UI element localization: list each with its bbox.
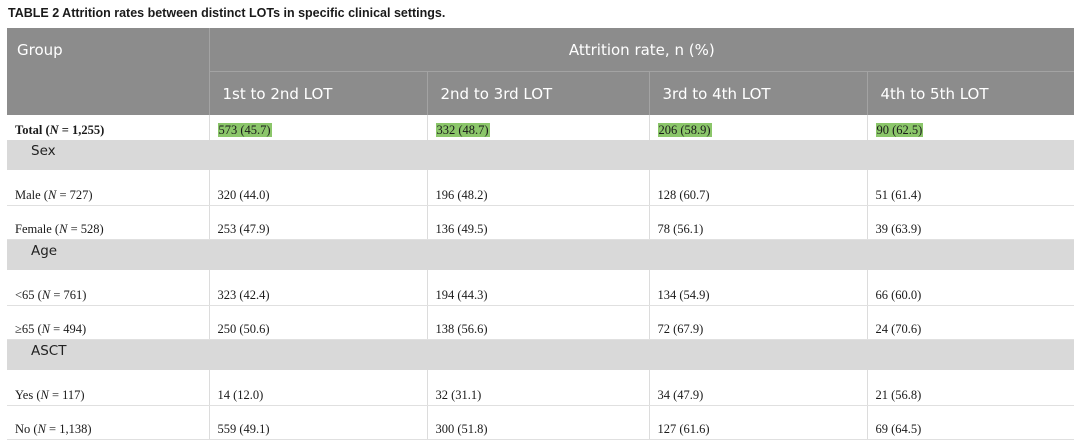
table-cell: 66 (60.0) — [866, 270, 1075, 306]
section-header-asct: ASCT — [7, 339, 1075, 370]
table-cell: 320 (44.0) — [208, 170, 427, 206]
table-row: Yes (N = 117) 14 (12.0) 32 (31.1) 34 (47… — [7, 370, 1075, 406]
row-label: Yes (N = 117) — [7, 370, 209, 406]
table-cell: 72 (67.9) — [648, 305, 867, 340]
table-cell: 206 (58.9) — [648, 115, 867, 140]
column-header-1st-2nd: 1st to 2nd LOT — [208, 71, 427, 115]
table-cell: 573 (45.7) — [208, 115, 427, 140]
highlighted-value: 90 (62.5) — [875, 123, 924, 137]
section-header-sex: Sex — [7, 140, 1075, 170]
row-label: Male (N = 727) — [7, 170, 209, 206]
table-cell: 69 (64.5) — [866, 405, 1075, 440]
table-cell: 250 (50.6) — [208, 305, 427, 340]
section-title: ASCT — [7, 339, 1075, 370]
table-row: ≥65 (N = 494) 250 (50.6) 138 (56.6) 72 (… — [7, 305, 1075, 340]
highlighted-value: 332 (48.7) — [435, 123, 490, 137]
table-cell: 51 (61.4) — [866, 170, 1075, 206]
table-cell: 39 (63.9) — [866, 205, 1075, 240]
table-caption: TABLE 2 Attrition rates between distinct… — [8, 6, 446, 20]
table-cell: 14 (12.0) — [208, 370, 427, 406]
total-row: Total (N = 1,255) 573 (45.7) 332 (48.7) … — [7, 115, 1075, 140]
column-header-2nd-3rd: 2nd to 3rd LOT — [426, 71, 649, 115]
table-cell: 134 (54.9) — [648, 270, 867, 306]
column-header-3rd-4th: 3rd to 4th LOT — [648, 71, 867, 115]
row-label: Female (N = 528) — [7, 205, 209, 240]
table-header: Group Attrition rate, n (%) 1st to 2nd L… — [7, 28, 1075, 115]
table-cell: 300 (51.8) — [426, 405, 649, 440]
table-cell: 32 (31.1) — [426, 370, 649, 406]
table-cell: 24 (70.6) — [866, 305, 1075, 340]
highlighted-value: 206 (58.9) — [657, 123, 712, 137]
section-title: Age — [7, 239, 1075, 270]
table-cell: 90 (62.5) — [866, 115, 1075, 140]
table-row: No (N = 1,138) 559 (49.1) 300 (51.8) 127… — [7, 405, 1075, 440]
table-row: Female (N = 528) 253 (47.9) 136 (49.5) 7… — [7, 205, 1075, 240]
table-row: <65 (N = 761) 323 (42.4) 194 (44.3) 134 … — [7, 270, 1075, 306]
table-cell: 196 (48.2) — [426, 170, 649, 206]
column-header-4th-5th: 4th to 5th LOT — [866, 71, 1075, 115]
table-cell: 136 (49.5) — [426, 205, 649, 240]
table-cell: 78 (56.1) — [648, 205, 867, 240]
table-cell: 253 (47.9) — [208, 205, 427, 240]
table-cell: 332 (48.7) — [426, 115, 649, 140]
group-column-header: Group — [7, 28, 209, 115]
attrition-table: Group Attrition rate, n (%) 1st to 2nd L… — [7, 28, 1075, 440]
table-cell: 138 (56.6) — [426, 305, 649, 340]
row-label: No (N = 1,138) — [7, 405, 209, 440]
section-title: Sex — [7, 140, 1075, 170]
table-cell: 21 (56.8) — [866, 370, 1075, 406]
table-cell: 559 (49.1) — [208, 405, 427, 440]
section-header-age: Age — [7, 239, 1075, 270]
row-label: ≥65 (N = 494) — [7, 305, 209, 340]
attrition-rate-header: Attrition rate, n (%) — [208, 28, 1075, 72]
table-cell: 323 (42.4) — [208, 270, 427, 306]
table-cell: 127 (61.6) — [648, 405, 867, 440]
row-label: Total (N = 1,255) — [15, 123, 105, 137]
highlighted-value: 573 (45.7) — [217, 123, 272, 137]
table-cell: 34 (47.9) — [648, 370, 867, 406]
table-cell: 194 (44.3) — [426, 270, 649, 306]
table-row: Male (N = 727) 320 (44.0) 196 (48.2) 128… — [7, 170, 1075, 206]
row-label: <65 (N = 761) — [7, 270, 209, 306]
table-cell: 128 (60.7) — [648, 170, 867, 206]
